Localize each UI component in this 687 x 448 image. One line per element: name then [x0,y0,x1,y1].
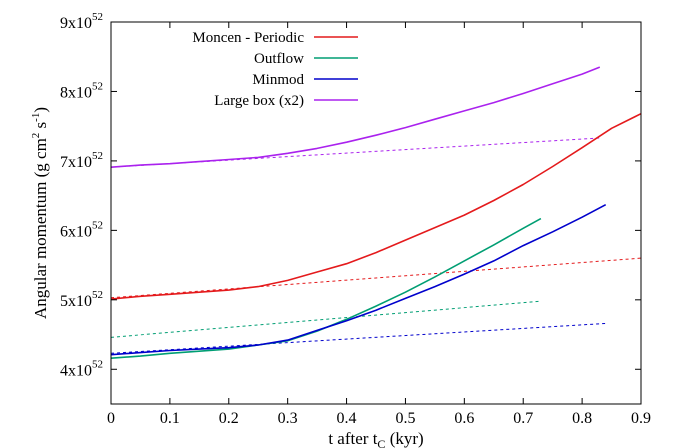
y-ticks: 4x1052 5x1052 6x1052 7x1052 8x1052 9x1052 [60,11,641,379]
series-line-minmod [110,203,607,356]
fit-line-large-box-x2 [110,137,600,168]
y-tick-label: 5x1052 [60,289,103,310]
y-tick-label: 6x1052 [60,219,103,240]
y-tick-label: 8x1052 [60,80,103,101]
x-tick-label: 0.2 [219,410,239,427]
x-axis-title: t after tC (kyr) [328,429,423,448]
x-tick-label: 0.7 [513,410,533,427]
series-line-outflow [110,217,542,359]
x-tick-label: 0.9 [631,410,651,427]
plot-frame [110,21,642,405]
x-tick-label: 0.4 [337,410,357,427]
y-axis-title: Angular momentum (g cm2 s-1) [30,107,50,319]
y-tick-label: 9x1052 [60,11,103,32]
fit-line-minmod [110,322,606,354]
series-lines [110,66,642,359]
legend-label: Minmod [252,72,304,88]
legend-label: Moncen - Periodic [192,30,304,46]
x-tick-label: 0.3 [278,410,298,427]
series-line-large-box-x2 [110,66,601,168]
x-tick-label: 0.1 [160,410,180,427]
x-ticks: 0 0.1 0.2 0.3 0.4 0.5 0.6 0.7 0.8 0.9 [107,22,651,427]
x-tick-label: 0.5 [395,410,415,427]
y-tick-label: 7x1052 [60,150,103,171]
x-tick-label: 0.6 [454,410,474,427]
legend-label: Outflow [254,51,304,67]
legend-label: Large box (x2) [214,93,304,109]
fit-lines [110,137,642,354]
fit-line-outflow [110,300,541,338]
legend: Moncen - Periodic Outflow Minmod Large box … [192,30,358,109]
x-tick-label: 0 [107,410,115,427]
fit-line-moncen-periodic [110,257,642,299]
y-tick-label: 4x1052 [60,358,103,379]
series-line-moncen-periodic [110,112,642,300]
x-tick-label: 0.8 [572,410,592,427]
